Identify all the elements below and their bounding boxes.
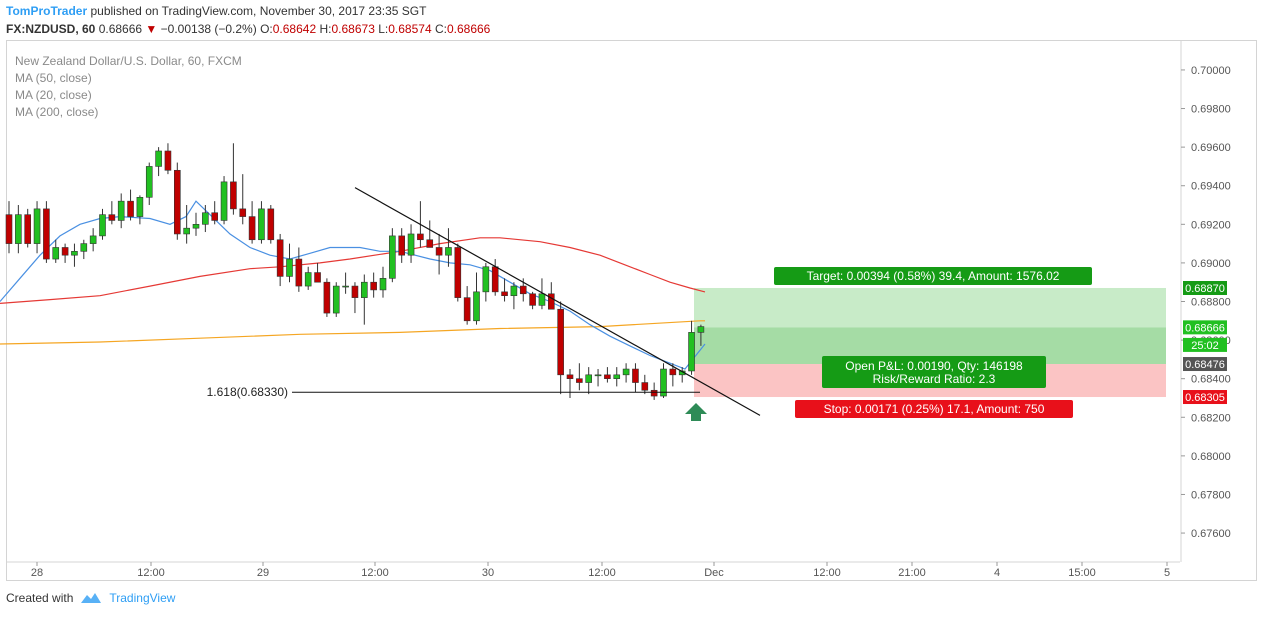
ohlc-last: 0.68666 [98,22,143,36]
high-label: H: [319,22,332,36]
publish-info: TomProTrader published on TradingView.co… [6,4,426,18]
created-with-text: Created with [6,591,74,605]
publish-text: published on TradingView.com, November 3… [90,4,427,18]
legend-title: New Zealand Dollar/U.S. Dollar, 60, FXCM [15,54,242,68]
close-value: 0.68666 [446,22,491,36]
close-label: C: [434,22,447,36]
footer: Created with TradingView [6,591,175,605]
high-value: 0.68673 [331,22,375,36]
chart-legend: New Zealand Dollar/U.S. Dollar, 60, FXCM… [15,53,242,121]
down-triangle-icon: ▼ [145,22,158,36]
legend-ma20[interactable]: MA (20, close) [15,88,92,102]
legend-ma50[interactable]: MA (50, close) [15,71,92,85]
tradingview-logo-icon[interactable] [79,591,103,605]
low-label: L: [378,22,389,36]
symbol-label: FX:NZDUSD, 60 [6,22,96,36]
tradingview-link[interactable]: TradingView [109,591,176,605]
open-label: O: [260,22,273,36]
open-value: 0.68642 [272,22,317,36]
ohlc-header: FX:NZDUSD, 60 0.68666 ▼ −0.00138 (−0.2%)… [6,22,490,36]
author-link[interactable]: TomProTrader [6,4,88,18]
low-value: 0.68574 [388,22,432,36]
change-value: −0.00138 (−0.2%) [160,22,257,36]
chart-frame[interactable] [6,40,1257,581]
legend-ma200[interactable]: MA (200, close) [15,105,99,119]
